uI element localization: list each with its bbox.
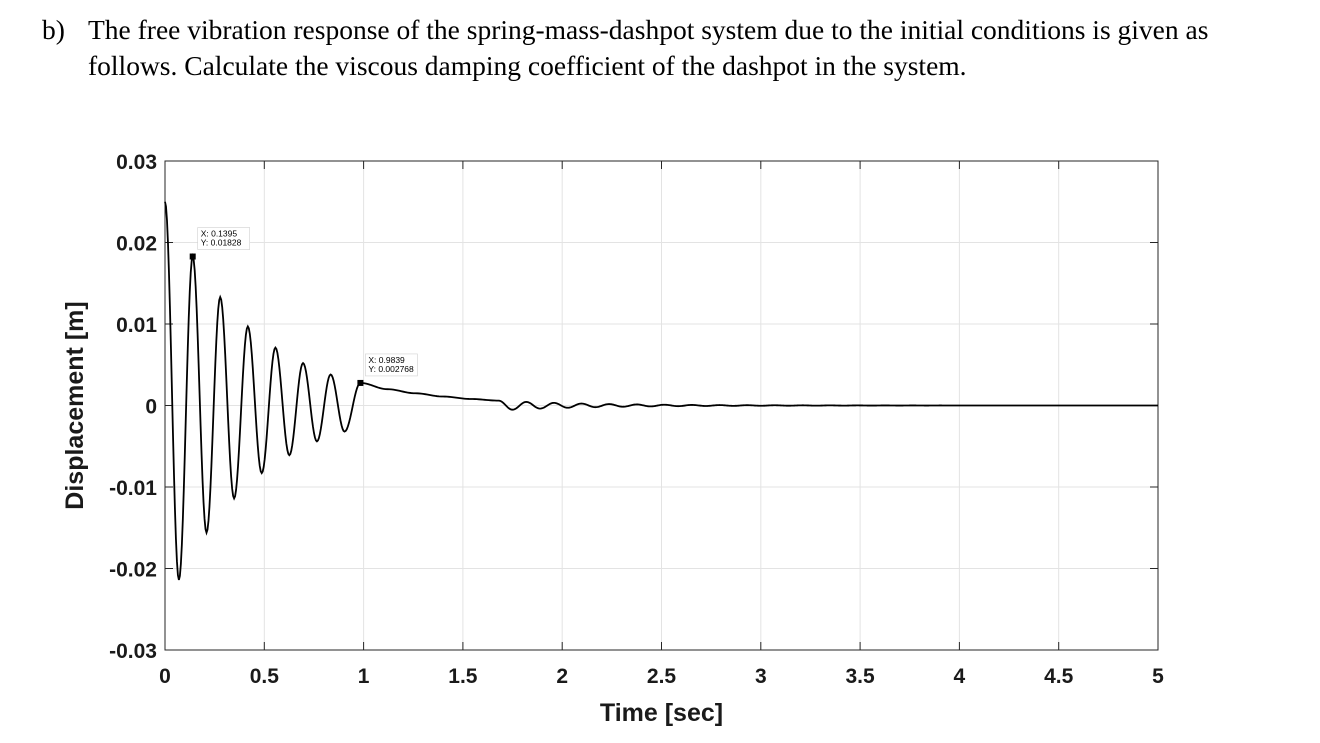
y-tick-label: 0 — [145, 396, 157, 419]
question-label: b) — [42, 14, 65, 45]
question-block: b) The free vibration response of the sp… — [42, 12, 1302, 84]
x-tick-label: 0 — [159, 665, 171, 688]
y-tick-label: -0.02 — [109, 559, 157, 582]
x-tick-label: 3.5 — [845, 665, 875, 688]
data-tip-y: Y: 0.01828 — [201, 238, 242, 248]
y-tick-label: -0.03 — [109, 640, 157, 663]
x-tick-label: 5 — [1152, 665, 1164, 688]
data-tip-x: X: 0.1395 — [201, 229, 238, 239]
question-text: The free vibration response of the sprin… — [88, 14, 1209, 81]
x-axis-label: Time [sec] — [600, 699, 723, 727]
y-tick-label: 0.02 — [116, 233, 157, 256]
axis-ticks — [164, 160, 1159, 651]
y-tick-label: 0.03 — [116, 151, 157, 174]
x-tick-label: 0.5 — [250, 665, 280, 688]
x-tick-label: 4 — [954, 665, 966, 688]
x-tick-label: 3 — [755, 665, 767, 688]
x-tick-label: 4.5 — [1044, 665, 1074, 688]
tick-labels: 0 0.5 1 1.5 2 2.5 3 3.5 4 4.5 5 -0.03 -0.02 -0.01 0 0.0… — [109, 151, 1164, 688]
x-tick-label: 1.5 — [448, 665, 478, 688]
data-tip-marker — [357, 379, 364, 386]
response-curve — [164, 201, 1158, 581]
x-tick-label: 2 — [556, 665, 568, 688]
y-tick-label: 0.01 — [116, 314, 157, 337]
x-tick-label: 2.5 — [647, 665, 677, 688]
data-tip-box — [197, 227, 251, 250]
x-tick-label: 1 — [358, 665, 370, 688]
data-tip-y: Y: 0.002768 — [368, 364, 414, 374]
data-tip-box — [365, 353, 418, 377]
data-tip-x: X: 0.9839 — [368, 355, 405, 365]
y-tick-label: -0.01 — [109, 477, 157, 500]
y-axis-label: Displacement [m] — [61, 301, 89, 509]
data-tip-marker — [189, 253, 196, 260]
